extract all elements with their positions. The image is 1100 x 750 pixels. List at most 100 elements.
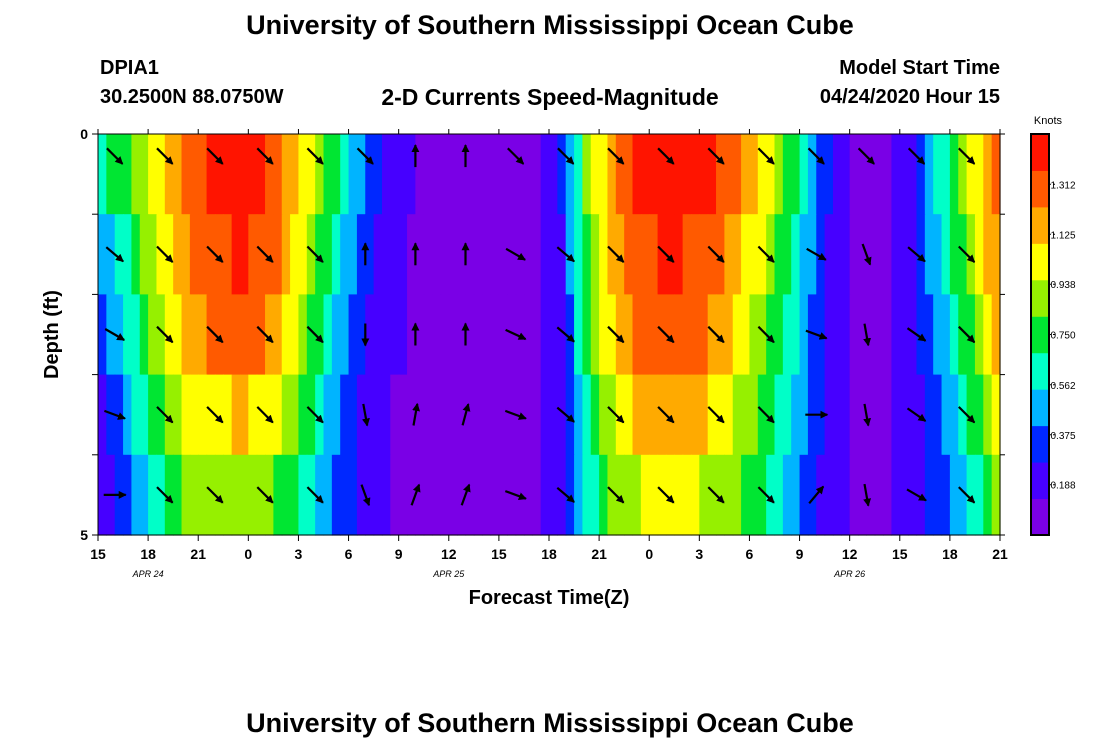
heatmap-cell — [640, 454, 650, 536]
colorbar-segment — [1031, 389, 1049, 427]
heatmap-cell — [582, 374, 592, 456]
heatmap-cell — [256, 454, 266, 536]
heatmap-cell — [607, 294, 617, 376]
heatmap-cell — [682, 134, 692, 215]
heatmap-cell — [766, 134, 776, 215]
heatmap-cell — [523, 134, 533, 215]
heatmap-cell — [991, 214, 1001, 295]
heatmap-cell — [883, 214, 893, 295]
heatmap-cell — [390, 454, 400, 536]
heatmap-cell — [173, 454, 183, 536]
heatmap-cell — [799, 294, 809, 376]
heatmap-cell — [440, 294, 450, 376]
heatmap-cell — [732, 454, 742, 536]
heatmap-cell — [716, 134, 725, 215]
heatmap-cell — [498, 454, 508, 536]
heatmap-cell — [206, 214, 216, 295]
heatmap-cell — [632, 374, 642, 456]
current-vector-arrow — [306, 325, 324, 344]
heatmap-cell — [173, 294, 183, 376]
colorbar-segment — [1031, 170, 1049, 208]
heatmap-cell — [565, 134, 575, 215]
heatmap-cell — [557, 294, 567, 376]
heatmap-cell — [348, 134, 358, 215]
heatmap-cell — [908, 214, 918, 295]
heatmap-cell — [774, 134, 784, 215]
heatmap-cell — [373, 454, 383, 536]
heatmap-cell — [331, 214, 341, 295]
heatmap-cell — [699, 134, 709, 215]
colorbar-segment — [1031, 462, 1049, 500]
heatmap-cell — [198, 294, 208, 376]
heatmap-cell — [891, 374, 901, 456]
current-vector-arrow — [657, 325, 675, 344]
heatmap-cell — [933, 294, 943, 376]
heatmap-cell — [816, 134, 826, 215]
heatmap-cell — [139, 294, 149, 376]
heatmap-cell — [248, 374, 258, 456]
heatmap-cell — [624, 134, 634, 215]
heatmap-cell — [415, 214, 425, 295]
heatmap-cell — [958, 454, 968, 536]
current-vector-arrow — [460, 483, 471, 506]
heatmap-cell — [732, 134, 742, 215]
heatmap-cell — [724, 214, 734, 295]
heatmap-cell — [858, 214, 867, 295]
heatmap-cell — [390, 134, 400, 215]
current-vector-arrow — [607, 147, 625, 165]
heatmap-cell — [148, 134, 158, 215]
heatmap-cell — [649, 214, 659, 295]
heatmap-cell — [774, 374, 784, 456]
heatmap-cell — [657, 374, 667, 456]
current-vector-arrow — [857, 147, 875, 165]
heatmap-cell — [532, 454, 542, 536]
heatmap-cell — [356, 454, 366, 536]
heatmap-cell — [599, 214, 609, 295]
x-tick-label: 21 — [992, 546, 1008, 562]
heatmap-cell — [373, 294, 383, 376]
y-tick-label: 5 — [80, 527, 88, 543]
heatmap-cell — [432, 134, 442, 215]
heatmap-cell — [974, 214, 984, 295]
heatmap-cell — [632, 454, 642, 536]
heatmap-cell — [340, 374, 350, 456]
heatmap-cell — [423, 454, 433, 536]
heatmap-cell — [974, 294, 984, 376]
current-vector-arrow — [256, 406, 274, 424]
x-tick-label: 0 — [244, 546, 252, 562]
heatmap-cell — [599, 454, 609, 536]
heatmap-cell — [941, 374, 951, 456]
heatmap-cell — [131, 374, 141, 456]
heatmap-cell — [498, 134, 508, 215]
heatmap-cell — [974, 374, 984, 456]
heatmap-cell — [690, 294, 700, 376]
heatmap-cell — [607, 454, 617, 536]
heatmap-cell — [298, 214, 308, 295]
heatmap-cell — [741, 214, 751, 295]
x-tick-label: 18 — [942, 546, 958, 562]
heatmap-cell — [148, 454, 158, 536]
current-vector-arrow — [707, 245, 725, 263]
heatmap-cell — [507, 454, 517, 536]
current-vector-arrow — [556, 326, 575, 343]
heatmap-cell — [407, 214, 416, 295]
heatmap-cell — [699, 294, 709, 376]
heatmap-cell — [682, 374, 692, 456]
heatmap-cell — [899, 214, 909, 295]
heatmap-cell — [774, 294, 784, 376]
heatmap-cell — [866, 214, 876, 295]
heatmap-cell — [590, 294, 600, 376]
heatmap-cell — [490, 214, 500, 295]
heatmap-cell — [189, 374, 199, 456]
heatmap-cell — [356, 134, 366, 215]
heatmap-cell — [265, 134, 274, 215]
heatmap-cell — [407, 454, 416, 536]
heatmap-cell — [841, 134, 851, 215]
heatmap-cell — [231, 134, 241, 215]
heatmap-cell — [256, 374, 266, 456]
heatmap-cell — [866, 454, 876, 536]
heatmap-cell — [807, 454, 817, 536]
date-label: APR 24 — [132, 569, 164, 579]
current-vector-arrow — [757, 486, 775, 504]
heatmap-cell — [306, 214, 316, 295]
